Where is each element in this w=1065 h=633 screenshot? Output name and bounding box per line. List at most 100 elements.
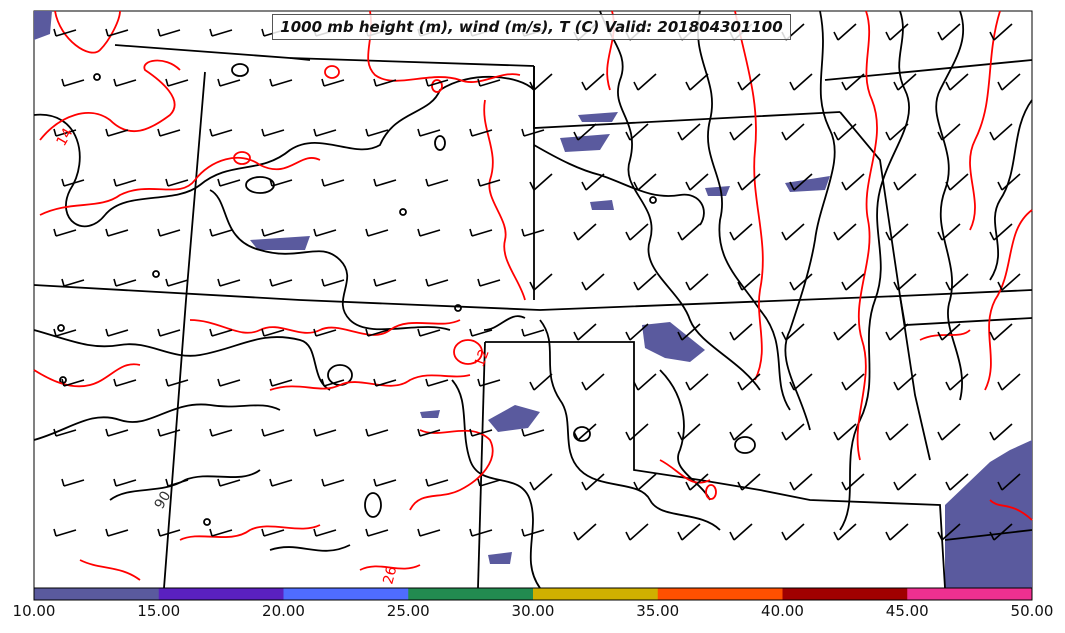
- wind-barb: [529, 73, 553, 91]
- wind-barb: [789, 273, 813, 291]
- wind-barb: [581, 173, 605, 191]
- wind-barb: [269, 78, 293, 87]
- temp-label-14: 14: [54, 125, 77, 149]
- colorbar-segment: [907, 588, 1033, 600]
- wind-barb: [885, 523, 909, 541]
- wind-barb: [893, 373, 917, 391]
- wind-barb: [113, 278, 137, 287]
- wind-barb: [217, 78, 241, 87]
- wind-barb: [417, 328, 441, 337]
- wind-barb: [945, 273, 969, 291]
- wind-barb: [521, 228, 545, 237]
- shading-kansas-2: [705, 186, 730, 196]
- wind-barb: [61, 278, 85, 287]
- wind-barb: [157, 428, 181, 437]
- wind-barb: [945, 173, 969, 191]
- wind-barb: [729, 523, 753, 541]
- wind-barb: [997, 73, 1021, 91]
- colorbar-tick-label: 35.00: [636, 602, 680, 620]
- colorbar-segment: [782, 588, 908, 600]
- height-contours: [33, 10, 1033, 589]
- wind-barb: [737, 273, 761, 291]
- wind-barb: [521, 528, 545, 537]
- wind-barb: [677, 223, 701, 241]
- wind-barb: [893, 73, 917, 91]
- wind-barb: [269, 278, 293, 287]
- wind-barb: [365, 428, 389, 437]
- wind-barb: [209, 528, 233, 537]
- wind-barb: [581, 73, 605, 91]
- wind-barb: [313, 528, 337, 537]
- wind-barb: [833, 23, 857, 41]
- wind-barb: [945, 73, 969, 91]
- wind-barb: [61, 478, 85, 487]
- wind-barb: [477, 278, 501, 287]
- wind-barb: [781, 423, 805, 441]
- wind-barb: [113, 378, 137, 387]
- wind-barb: [989, 23, 1013, 41]
- wind-barb: [937, 123, 961, 141]
- wind-barb: [209, 28, 233, 37]
- wind-barb: [529, 173, 553, 191]
- colorbar-tick-label: 45.00: [885, 602, 929, 620]
- wind-barb: [529, 273, 553, 291]
- wind-barb: [157, 228, 181, 237]
- shading-nw: [34, 11, 52, 40]
- wind-barb: [157, 28, 181, 37]
- wind-barb: [321, 178, 345, 187]
- wind-barb: [61, 178, 85, 187]
- wind-barb: [625, 223, 649, 241]
- wind-barb: [53, 528, 77, 537]
- wind-barb: [477, 478, 501, 487]
- colorbar-segment: [408, 588, 534, 600]
- wind-barb: [477, 178, 501, 187]
- wind-barb: [417, 228, 441, 237]
- colorbar-segment: [34, 588, 160, 600]
- map-frame: [33, 10, 1033, 589]
- shading-texas-panhandle: [488, 405, 540, 432]
- wind-barb: [269, 478, 293, 487]
- wind-barb: [945, 473, 969, 491]
- wind-barb: [417, 128, 441, 137]
- wind-barb: [425, 478, 449, 487]
- wind-barb: [521, 128, 545, 137]
- wind-barb: [633, 373, 657, 391]
- wind-barb: [937, 323, 961, 341]
- wind-barb: [217, 378, 241, 387]
- wind-barb: [469, 328, 493, 337]
- wind-barb: [209, 128, 233, 137]
- wind-barb: [105, 428, 129, 437]
- wind-barb: [165, 478, 189, 487]
- wind-barb: [937, 523, 961, 541]
- wind-barb: [373, 78, 397, 87]
- wind-barb: [625, 523, 649, 541]
- wind-barb: [885, 123, 909, 141]
- wind-barb: [53, 228, 77, 237]
- temperature-contours: [33, 10, 1033, 581]
- wind-barb: [417, 528, 441, 537]
- wind-barb: [521, 328, 545, 337]
- wind-barb: [573, 323, 597, 341]
- wind-barb: [737, 73, 761, 91]
- colorbar-segment: [283, 588, 409, 600]
- wind-barb: [157, 328, 181, 337]
- wind-barb: [633, 473, 657, 491]
- shading-colorado: [250, 236, 310, 250]
- wind-barb: [633, 73, 657, 91]
- wind-barb: [833, 323, 857, 341]
- wind-barb: [997, 273, 1021, 291]
- wind-barb: [945, 373, 969, 391]
- wind-barb: [373, 178, 397, 187]
- wind-barb: [269, 178, 293, 187]
- wind-barb: [321, 78, 345, 87]
- wind-barb: [781, 223, 805, 241]
- wind-barb: [729, 423, 753, 441]
- wind-barb: [685, 73, 709, 91]
- wind-barb: [625, 123, 649, 141]
- wind-barb: [425, 78, 449, 87]
- wind-barb: [365, 128, 389, 137]
- wind-barb: [989, 323, 1013, 341]
- shading-kansas-5: [578, 112, 618, 122]
- wind-barb: [685, 273, 709, 291]
- temp-label-26: 26: [380, 565, 400, 586]
